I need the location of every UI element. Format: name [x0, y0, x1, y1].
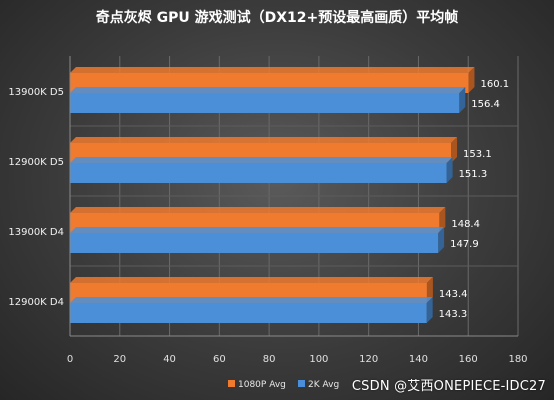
bar-top-face — [70, 277, 433, 283]
bars — [70, 67, 475, 323]
data-label: 143.4 — [439, 289, 468, 300]
x-tick-label: 160 — [459, 354, 478, 365]
bar-side-face — [446, 157, 453, 183]
bar-side-face — [426, 277, 433, 303]
data-label: 151.3 — [459, 169, 488, 180]
category-label: 12900K D4 — [8, 297, 64, 308]
bar-side-face — [468, 67, 475, 93]
x-tick-label: 60 — [213, 354, 226, 365]
bar-top-face — [70, 227, 445, 233]
data-label: 148.4 — [451, 219, 480, 230]
bar-group — [70, 157, 453, 183]
x-tick-label: 100 — [309, 354, 328, 365]
category-label: 13900K D4 — [8, 227, 64, 238]
bar-group — [70, 227, 445, 253]
category-label: 12900K D5 — [8, 157, 64, 168]
chart-title: 奇点灰烬 GPU 游戏测试（DX12+预设最高画质）平均帧 — [96, 9, 459, 26]
x-tick-label: 0 — [67, 354, 73, 365]
bar-side-face — [459, 87, 466, 113]
legend-swatch — [228, 380, 235, 387]
bar — [70, 303, 427, 323]
data-label: 147.9 — [450, 239, 479, 250]
x-tick-label: 140 — [409, 354, 428, 365]
bar-side-face — [438, 227, 445, 253]
data-labels: 160.1 156.4 153.1 151.3 148.4 147.9 143.4 143.3 — [439, 79, 509, 320]
bar — [70, 93, 460, 113]
x-tick-label: 120 — [359, 354, 378, 365]
bar — [70, 233, 439, 253]
data-label: 156.4 — [471, 99, 500, 110]
bar-top-face — [70, 137, 458, 143]
data-label: 160.1 — [480, 79, 509, 90]
bar-group — [70, 87, 466, 113]
watermark: CSDN @艾西ONEPIECE-IDC27 — [351, 379, 546, 394]
bar-top-face — [70, 157, 453, 163]
legend: 1080P Avg 2K Avg — [228, 380, 339, 390]
bar-group — [70, 297, 433, 323]
x-tick-label: 180 — [508, 354, 527, 365]
x-tick-label: 20 — [113, 354, 126, 365]
x-tick-label: 40 — [163, 354, 176, 365]
bar-side-face — [451, 137, 458, 163]
bar-top-face — [70, 207, 446, 213]
legend-label: 2K Avg — [308, 380, 339, 390]
category-label: 13900K D5 — [8, 87, 64, 98]
bar — [70, 163, 447, 183]
legend-label: 1080P Avg — [238, 380, 286, 390]
data-label: 143.3 — [439, 309, 468, 320]
bar-top-face — [70, 87, 466, 93]
bar-side-face — [439, 207, 446, 233]
data-label: 153.1 — [463, 149, 492, 160]
bar-side-face — [426, 297, 433, 323]
bar-top-face — [70, 297, 433, 303]
x-tick-label: 80 — [263, 354, 276, 365]
bar-top-face — [70, 67, 475, 73]
legend-swatch — [298, 380, 305, 387]
axes: 0 20 40 60 80 100 120 140 160 180 13900K D5 12900K … — [8, 56, 528, 365]
